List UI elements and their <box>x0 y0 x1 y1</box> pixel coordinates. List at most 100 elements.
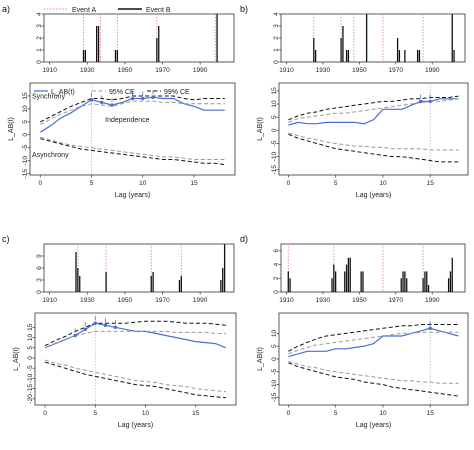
x-tick-label: 10 <box>379 180 387 187</box>
panel-label: c) <box>2 234 10 244</box>
obs-point <box>83 327 87 332</box>
event-y-tick-label: 6 <box>36 266 43 270</box>
event-strip: 1910 1930 1950 1970 1990 0 3 6 9 <box>36 243 235 304</box>
event-x-tick-label: 1910 <box>42 297 57 304</box>
panel-label: a) <box>2 4 10 14</box>
x-tick-label: 15 <box>192 410 200 417</box>
y-tick-label: 5 <box>27 346 34 350</box>
event-y-tick-label: 9 <box>36 254 43 258</box>
x-tick-label: 5 <box>334 410 338 417</box>
obs-point <box>89 98 94 102</box>
main-plot-frame <box>34 312 237 406</box>
chart-panel-4: d) 1910 1930 1950 1970 1990 0 2 4 6 0 5 10 15 -15 -10 -5… <box>240 234 469 429</box>
y-tick-label: -15 <box>271 392 278 402</box>
obs-point <box>103 323 108 327</box>
x-axis-label: Lag (years) <box>118 422 153 429</box>
event-x-tick-label: 1990 <box>425 297 440 304</box>
event-x-tick-label: 1930 <box>316 67 331 74</box>
x-tick-label: 15 <box>427 180 435 187</box>
event-strip-frame <box>43 13 235 63</box>
y-axis-label: L_AB(t) <box>13 347 20 371</box>
y-tick-label: -10 <box>22 156 29 166</box>
event-b-legend-label: Event B <box>146 7 171 14</box>
series-ce95up <box>288 331 459 355</box>
series-ce95lo <box>44 359 226 393</box>
event-x-tick-label: 1930 <box>80 67 95 74</box>
y-tick-label: -10 <box>271 152 278 162</box>
y-axis-label: L_AB(t) <box>8 117 15 141</box>
series-ce95up <box>44 330 226 349</box>
series-ce95lo <box>288 361 459 384</box>
obs-point <box>113 325 118 330</box>
y-tick-label: -15 <box>22 169 29 179</box>
y-tick-label: 0 <box>271 357 278 361</box>
x-tick-label: 5 <box>90 180 94 187</box>
x-tick-label: 5 <box>334 180 338 187</box>
event-strip: 1910 1930 1950 1970 1990 0 1 2 3 4 <box>273 12 466 74</box>
event-x-tick-label: 1970 <box>389 67 404 74</box>
series-legend: L_AB(t) 95% CE 99% CE <box>34 89 190 96</box>
y-tick-label: -10 <box>27 373 34 383</box>
series-obs <box>44 322 227 349</box>
y-tick-label: 5 <box>271 344 278 348</box>
obs-point <box>100 100 104 105</box>
obs-point <box>110 103 114 107</box>
y-tick-label: -5 <box>271 140 278 146</box>
main-plot-frame <box>278 82 469 176</box>
event-x-tick-label: 1990 <box>193 297 208 304</box>
obs-point <box>151 95 155 99</box>
x-tick-label: 10 <box>139 180 147 187</box>
event-strip: 1910 1930 1950 1970 1990 0 1 2 3 4 <box>36 12 235 74</box>
event-y-tick-label: 0 <box>36 290 43 294</box>
y-axis-label: L_AB(t) <box>257 347 264 371</box>
series-ce99lo <box>40 138 225 166</box>
chart-panel-1: a) 1910 1930 1950 1970 1990 0 1 2 3 4 0 5 10 15 -15 -10 -… <box>2 4 236 199</box>
chart-panel-2: b) 1910 1930 1950 1970 1990 0 1 2 3 4 0 5 10 15 -15 -10 -… <box>240 4 469 199</box>
event-y-tick-label: 4 <box>36 12 43 16</box>
legend-label-obs: L_AB(t) <box>51 89 75 96</box>
series-ce99lo <box>288 133 459 163</box>
event-legend: Event A Event B <box>44 7 171 14</box>
event-y-tick-label: 2 <box>273 276 280 280</box>
event-y-tick-label: 0 <box>273 60 280 64</box>
x-tick-label: 0 <box>38 180 42 187</box>
event-x-tick-label: 1930 <box>316 297 331 304</box>
event-strip-frame <box>43 243 235 293</box>
event-x-tick-label: 1950 <box>352 67 367 74</box>
event-x-tick-label: 1950 <box>118 67 133 74</box>
y-tick-label: -5 <box>22 145 29 151</box>
x-tick-label: 5 <box>93 410 97 417</box>
x-tick-label: 0 <box>287 410 291 417</box>
y-tick-label: 15 <box>27 323 34 331</box>
y-tick-label: 5 <box>22 120 29 124</box>
obs-point <box>130 96 135 101</box>
event-y-tick-label: 6 <box>273 249 280 253</box>
x-tick-label: 0 <box>287 180 291 187</box>
event-y-tick-label: 4 <box>273 262 280 266</box>
event-y-tick-label: 2 <box>36 36 43 40</box>
y-tick-label: -20 <box>27 394 34 404</box>
y-tick-label: -5 <box>271 369 278 375</box>
y-tick-label: 15 <box>22 92 29 100</box>
legend-label-95: 95% CE <box>109 89 135 96</box>
y-tick-label: -10 <box>271 379 278 389</box>
event-y-tick-label: 3 <box>36 24 43 28</box>
event-x-tick-label: 1970 <box>155 297 170 304</box>
event-y-tick-label: 3 <box>36 278 43 282</box>
event-y-tick-label: 0 <box>273 290 280 294</box>
y-tick-label: 10 <box>271 100 278 108</box>
obs-point <box>93 321 98 325</box>
event-y-tick-label: 1 <box>36 48 43 52</box>
obs-point <box>428 99 432 104</box>
x-tick-label: 0 <box>43 410 47 417</box>
main-plot: 0 5 10 15 -15 -10 -5 0 5 10 Lag (years) L_AB(t) <box>257 312 469 429</box>
annotation-independence: Independence <box>105 117 149 124</box>
x-axis-label: Lag (years) <box>356 422 391 429</box>
y-tick-label: 10 <box>27 334 34 342</box>
y-tick-label: 5 <box>271 115 278 119</box>
panel-label: d) <box>240 234 248 244</box>
event-x-tick-label: 1910 <box>279 297 294 304</box>
y-tick-label: -15 <box>271 165 278 175</box>
y-tick-label: 10 <box>271 329 278 337</box>
series-ce95up <box>40 100 225 125</box>
